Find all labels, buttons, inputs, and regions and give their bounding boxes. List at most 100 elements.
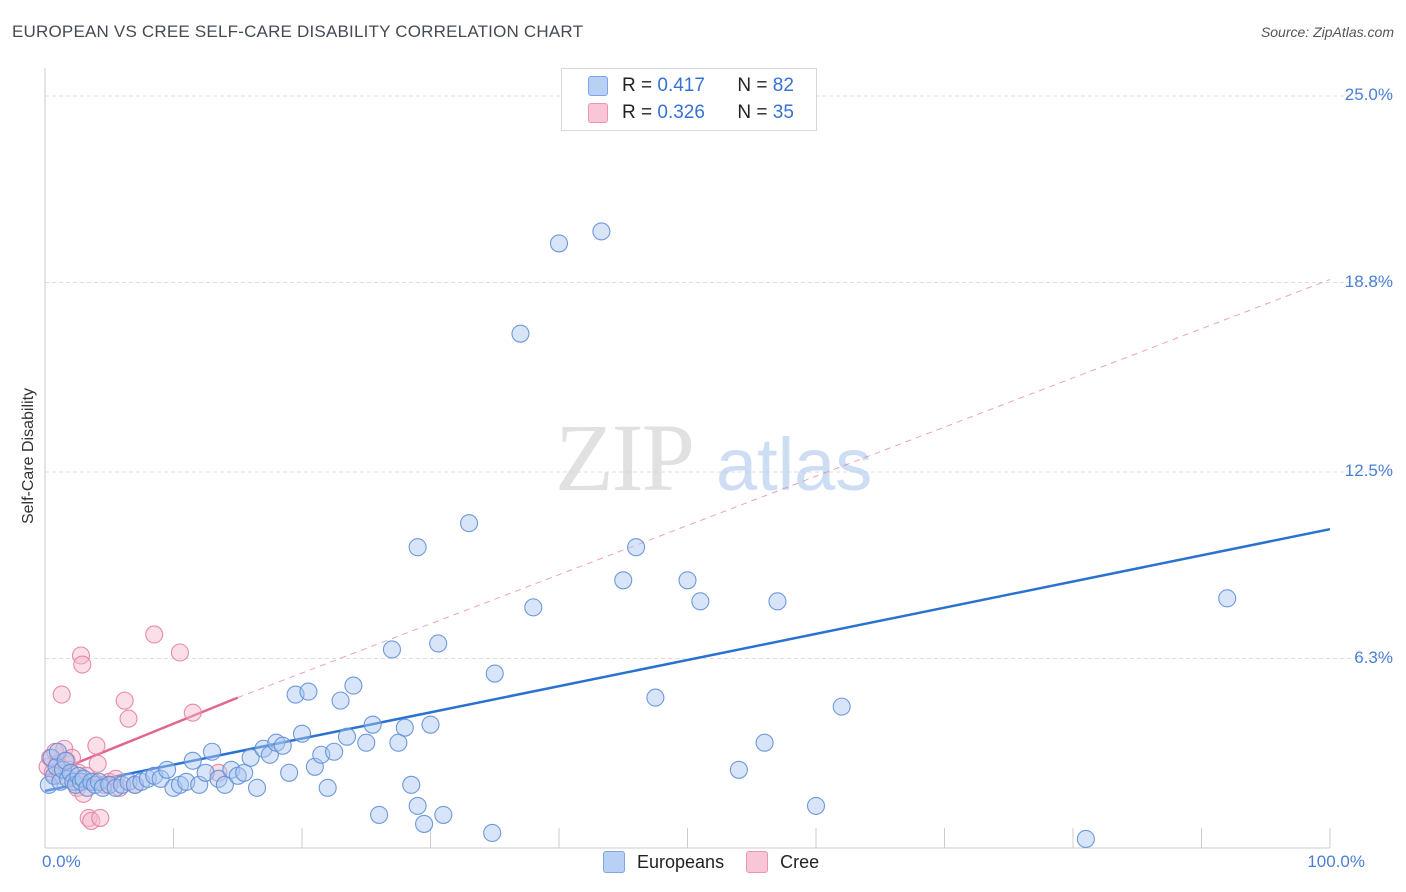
- cree-legend-label: Cree: [780, 851, 820, 872]
- cree-point[interactable]: [183, 703, 202, 722]
- legend-n-value: 82: [772, 75, 794, 96]
- european-point[interactable]: [415, 814, 434, 833]
- european-point[interactable]: [389, 733, 408, 752]
- european-point[interactable]: [39, 775, 58, 794]
- legend-row-cree: R = 0.326 N = 35: [588, 101, 794, 125]
- europeans-legend-label: Europeans: [637, 851, 725, 872]
- european-point[interactable]: [318, 778, 337, 797]
- european-point[interactable]: [806, 796, 826, 815]
- european-point[interactable]: [363, 715, 382, 734]
- cree-point[interactable]: [73, 655, 92, 674]
- y-tick-label: 6.3%: [1354, 647, 1393, 667]
- trend-lines: [44, 279, 1331, 793]
- source-label: Source: ZipAtlas.com: [1260, 24, 1394, 40]
- european-point[interactable]: [768, 592, 787, 611]
- gridlines: [45, 95, 1392, 660]
- legend-item-europeans[interactable]: Europeans: [603, 851, 724, 873]
- cree-legend-swatch: [746, 851, 769, 873]
- european-point[interactable]: [678, 571, 697, 590]
- european-point[interactable]: [1218, 589, 1237, 608]
- y-tick-label: 12.5%: [1344, 461, 1393, 481]
- european-point[interactable]: [729, 760, 748, 779]
- european-point[interactable]: [247, 778, 267, 797]
- europeans-swatch: [588, 76, 608, 96]
- european-point[interactable]: [429, 634, 448, 653]
- european-point[interactable]: [48, 742, 67, 761]
- european-point[interactable]: [325, 742, 344, 761]
- cree-point[interactable]: [119, 709, 138, 728]
- european-point[interactable]: [382, 640, 402, 659]
- europeans-legend-swatch: [603, 851, 625, 873]
- european-point[interactable]: [511, 324, 530, 343]
- cree-point[interactable]: [71, 646, 91, 665]
- european-point[interactable]: [158, 760, 177, 779]
- european-trend-line: [44, 527, 1331, 793]
- european-point[interactable]: [395, 718, 414, 737]
- legend-n-label: N =: [737, 75, 768, 96]
- data-points: [38, 222, 1237, 849]
- watermark-zip: ZIP: [555, 404, 693, 511]
- european-point[interactable]: [755, 733, 774, 752]
- european-point[interactable]: [421, 715, 440, 734]
- european-point[interactable]: [331, 691, 350, 710]
- cree-trend-extension: [237, 279, 1331, 699]
- european-point[interactable]: [56, 751, 75, 770]
- european-point[interactable]: [614, 571, 633, 590]
- european-point[interactable]: [215, 775, 234, 794]
- cree-trend-line: [44, 696, 239, 777]
- european-point[interactable]: [203, 742, 222, 761]
- european-point[interactable]: [434, 805, 453, 824]
- cree-point[interactable]: [91, 808, 110, 827]
- watermark: ZIP atlas: [555, 404, 872, 511]
- legend-r-label: R =: [622, 102, 653, 123]
- european-point[interactable]: [299, 682, 318, 701]
- european-point[interactable]: [646, 688, 665, 707]
- european-point[interactable]: [370, 805, 389, 824]
- watermark-atlas: atlas: [716, 423, 872, 506]
- european-point[interactable]: [1076, 829, 1095, 849]
- european-point[interactable]: [408, 796, 427, 815]
- cree-point[interactable]: [88, 754, 107, 773]
- stats-legend: R = 0.417 N = 82 R = 0.326 N = 35: [561, 68, 817, 131]
- legend-row-europeans: R = 0.417 N = 82: [588, 74, 794, 98]
- cree-point[interactable]: [145, 625, 164, 644]
- legend-r-label: R =: [622, 75, 653, 96]
- european-point[interactable]: [241, 748, 260, 767]
- legend-item-cree[interactable]: Cree: [746, 851, 819, 873]
- chart-title: EUROPEAN VS CREE SELF-CARE DISABILITY CO…: [12, 22, 584, 41]
- cree-point[interactable]: [87, 736, 106, 755]
- european-point[interactable]: [357, 733, 376, 752]
- series-legend: Europeans Cree: [603, 851, 841, 873]
- y-tick-label: 18.8%: [1344, 271, 1393, 291]
- european-point[interactable]: [273, 736, 292, 755]
- european-point[interactable]: [402, 775, 421, 794]
- european-point[interactable]: [459, 514, 479, 533]
- cree-point[interactable]: [170, 643, 189, 662]
- european-point[interactable]: [691, 592, 710, 611]
- european-point[interactable]: [408, 538, 427, 557]
- european-point[interactable]: [627, 538, 646, 557]
- legend-n-value: 35: [772, 102, 794, 123]
- legend-r-value: 0.417: [657, 75, 705, 96]
- european-point[interactable]: [235, 763, 254, 782]
- european-point[interactable]: [832, 697, 851, 716]
- cree-point[interactable]: [115, 691, 134, 710]
- legend-r-value: 0.326: [657, 102, 705, 123]
- cree-point[interactable]: [52, 685, 71, 704]
- x-tick-label: 0.0%: [42, 852, 81, 871]
- axes: [44, 68, 1331, 849]
- european-point[interactable]: [549, 234, 569, 253]
- european-point[interactable]: [151, 769, 170, 788]
- european-point[interactable]: [344, 676, 363, 695]
- x-tick-label: 100.0%: [1307, 852, 1365, 871]
- european-point[interactable]: [292, 724, 312, 743]
- european-point[interactable]: [280, 763, 299, 782]
- european-point[interactable]: [483, 823, 502, 843]
- european-point[interactable]: [524, 598, 543, 617]
- european-point[interactable]: [183, 751, 202, 770]
- european-point[interactable]: [337, 727, 357, 746]
- legend-n-label: N =: [737, 102, 768, 123]
- european-point[interactable]: [592, 222, 611, 241]
- european-point[interactable]: [485, 664, 504, 683]
